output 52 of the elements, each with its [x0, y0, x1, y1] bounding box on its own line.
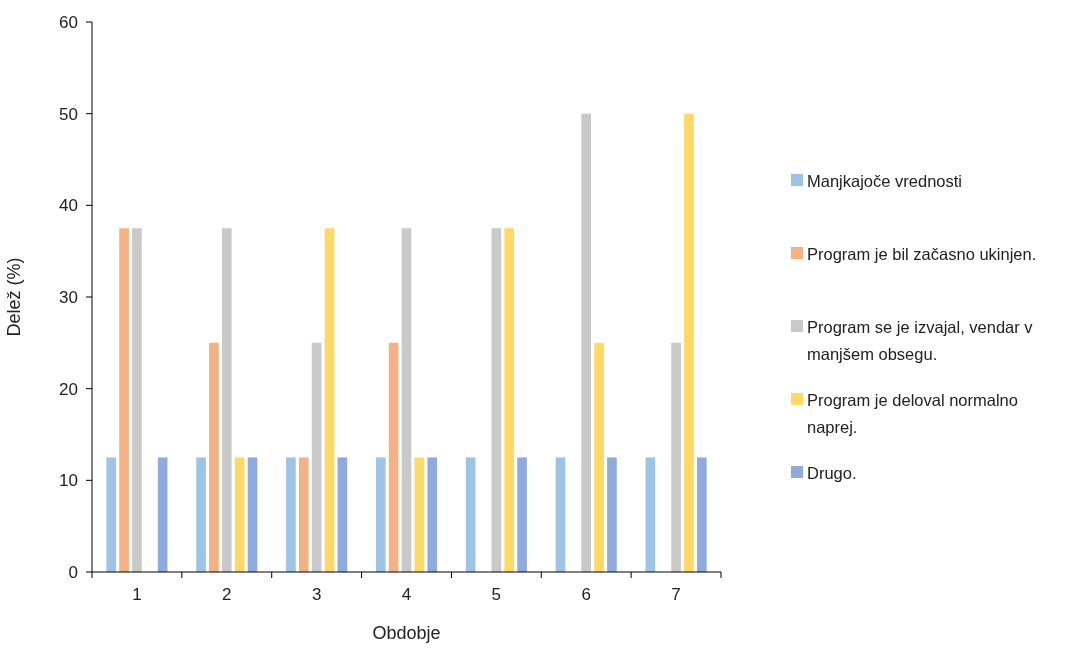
bar	[607, 457, 617, 572]
bar	[645, 457, 656, 572]
x-tick-label: 3	[311, 585, 322, 604]
bar	[157, 457, 168, 572]
bar	[337, 457, 348, 572]
bar	[247, 457, 258, 572]
bar	[388, 342, 399, 572]
bar	[132, 228, 142, 572]
bar	[581, 113, 592, 572]
bar	[517, 457, 527, 572]
bar	[196, 457, 206, 572]
legend-label: Drugo.	[807, 463, 857, 482]
bar	[555, 457, 566, 572]
y-tick-label: 0	[68, 562, 78, 582]
bar	[401, 228, 412, 572]
y-tick-label: 30	[59, 287, 78, 307]
x-tick-label: 1	[132, 585, 142, 604]
bar	[119, 228, 129, 572]
y-tick-label: 40	[59, 196, 78, 216]
bar	[491, 228, 502, 572]
x-tick-label: 2	[222, 585, 232, 604]
legend-label: Manjkajoče vrednosti	[807, 171, 962, 190]
bar	[311, 342, 322, 572]
bar	[209, 342, 219, 572]
legend-label: Program se je izvajal, vendar v manjšem obsegu.	[807, 317, 1034, 363]
bar	[504, 228, 515, 572]
bar	[594, 342, 604, 572]
legend-label: Program je deloval normalno naprej.	[807, 390, 1018, 436]
bar	[375, 457, 386, 572]
bar	[324, 228, 335, 572]
y-tick-label: 50	[59, 104, 78, 124]
bar	[465, 457, 476, 572]
bar	[696, 457, 707, 572]
legend-label: Program je bil začasno ukinjen.	[807, 244, 1037, 263]
bar	[427, 457, 438, 572]
bar	[414, 457, 425, 572]
x-tick-label: 7	[671, 585, 681, 604]
bar	[684, 113, 694, 572]
bar	[298, 457, 309, 572]
y-axis-title: Delež (%)	[4, 257, 24, 337]
y-tick-label: 20	[59, 379, 78, 399]
bar	[671, 342, 681, 572]
x-tick-label: 5	[491, 585, 502, 604]
bar	[106, 457, 117, 572]
x-tick-label: 4	[401, 585, 412, 604]
x-tick-label: 6	[581, 585, 591, 604]
bar	[286, 457, 296, 572]
bar	[234, 457, 245, 572]
y-tick-label: 10	[59, 471, 78, 491]
y-tick-label: 60	[59, 12, 78, 32]
x-axis-title: Obdobje	[372, 623, 441, 643]
bar	[221, 228, 232, 572]
